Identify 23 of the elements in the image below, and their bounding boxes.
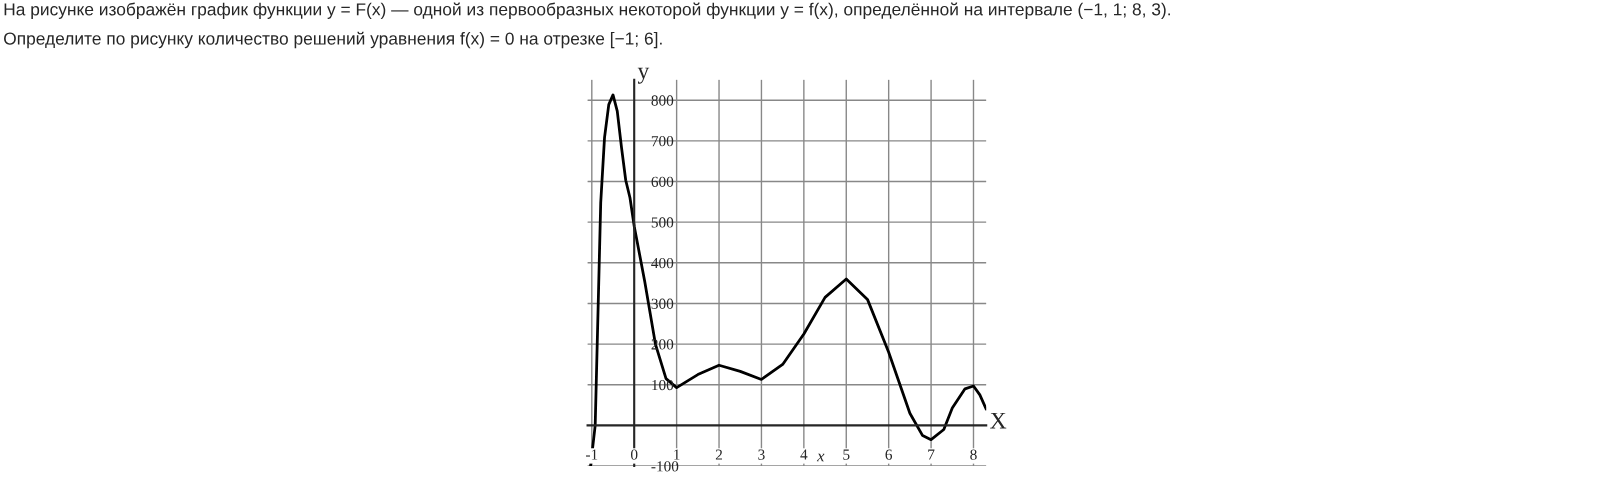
text: Определите по рисунку количество решений уравнения f(x) = 0 на отрезке [−1; 6]. <box>4 31 662 49</box>
x-tick-label: 8 <box>970 449 977 460</box>
annotation: x <box>816 453 825 462</box>
x-tick-label: 2 <box>715 449 723 460</box>
y-axis-title: y <box>637 67 650 84</box>
x-tick-label: 3 <box>758 449 765 460</box>
y-tick-label: 600 <box>651 176 674 187</box>
x-axis-title: X <box>990 412 1007 429</box>
x-tick-label: 6 <box>885 449 893 460</box>
x-tick-label: 4 <box>800 449 808 460</box>
y-tick-label: 700 <box>651 135 674 147</box>
x-tick-label: 7 <box>928 449 935 460</box>
chart-title: На рисунке изображён график функции y = F(x) — одной из первообразных некоторой функции y = f(x), определённой на интервале (−1, 1; 8, 3). <box>4 2 1170 19</box>
y-tick-label: 100 <box>652 379 674 391</box>
y-tick-label: 800 <box>651 95 674 106</box>
y-tick-label: 400 <box>651 257 674 269</box>
y-tick-label: 300 <box>651 298 674 309</box>
x-tick-label: 1 <box>674 449 680 460</box>
x-tick-label: -1 <box>586 449 598 460</box>
x-tick-label: 0 <box>630 449 638 460</box>
y-tick-label: 500 <box>651 217 674 228</box>
x-tick-label: 5 <box>843 449 850 460</box>
y-tick-label: -100 <box>651 461 679 472</box>
